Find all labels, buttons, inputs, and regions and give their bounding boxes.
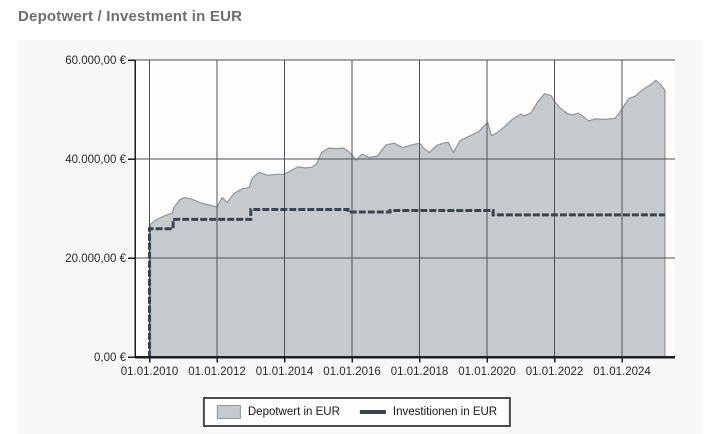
legend-label-investitionen: Investitionen in EUR bbox=[392, 406, 498, 418]
investitionen-line-series bbox=[148, 208, 665, 359]
x-tick-label: 01.01.2016 bbox=[323, 366, 381, 378]
x-tick-label: 01.01.2020 bbox=[458, 366, 516, 378]
chart-title: Depotwert / Investment in EUR bbox=[18, 8, 243, 25]
chart-legend: Depotwert in EUR Investitionen in EUR bbox=[202, 397, 512, 427]
x-tick-label: 01.01.2024 bbox=[593, 366, 651, 378]
x-tick-label: 01.01.2022 bbox=[526, 366, 584, 378]
x-tick-label: 01.01.2012 bbox=[188, 366, 246, 378]
y-tick-label: 60.000,00 € bbox=[65, 55, 126, 67]
investitionen-line-swatch-icon bbox=[359, 410, 386, 414]
y-tick-label: 40.000,00 € bbox=[65, 154, 126, 166]
legend-item-depotwert: Depotwert in EUR bbox=[216, 405, 340, 419]
legend-item-investitionen: Investitionen in EUR bbox=[359, 406, 498, 418]
x-tick-label: 01.01.2014 bbox=[256, 366, 314, 378]
y-tick-label: 20.000,00 € bbox=[65, 253, 126, 265]
depotwert-area-swatch-icon bbox=[216, 405, 241, 419]
axes bbox=[128, 59, 675, 363]
y-tick-label: 0,00 € bbox=[94, 352, 127, 364]
legend-label-depotwert: Depotwert in EUR bbox=[247, 406, 340, 418]
x-tick-label: 01.01.2010 bbox=[121, 366, 179, 378]
x-tick-label: 01.01.2018 bbox=[391, 366, 449, 378]
